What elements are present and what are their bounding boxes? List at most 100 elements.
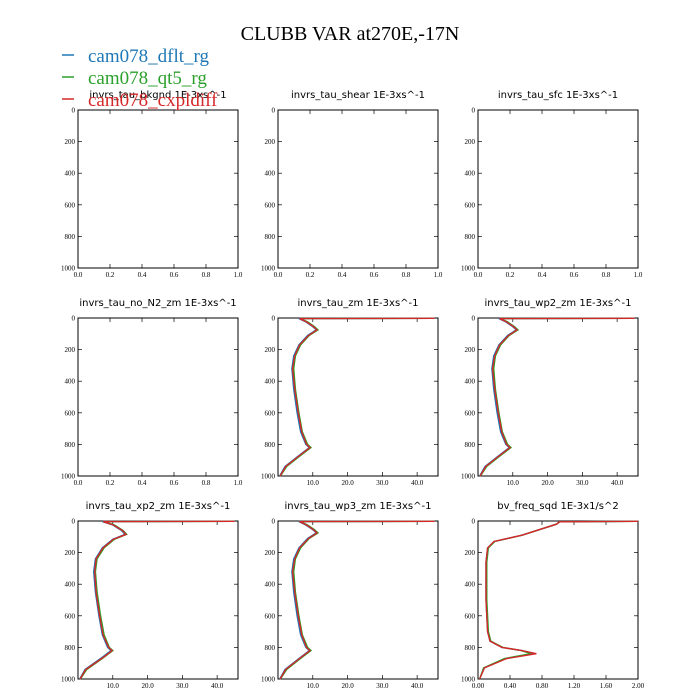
ytick-label-4-1: 200 xyxy=(265,346,276,354)
panel-frame-3 xyxy=(77,317,239,477)
xtick-label-3-1: 0.2 xyxy=(106,479,115,487)
panel-frame-6 xyxy=(77,520,239,680)
series-line-8-2 xyxy=(478,520,639,680)
ytick-label-1-0: 0 xyxy=(272,107,276,115)
xtick-label-3-0: 0.0 xyxy=(74,479,83,487)
ytick-label-0-5: 1000 xyxy=(61,265,76,273)
ytick-label-1-2: 400 xyxy=(265,170,276,178)
panel-frame-2 xyxy=(477,109,639,269)
ytick-label-6-5: 1000 xyxy=(61,676,76,684)
xtick-label-8-5: 2.00 xyxy=(632,682,645,690)
xtick-label-1-5: 1.0 xyxy=(434,271,443,279)
panel-frame-1 xyxy=(277,109,439,269)
ytick-label-7-2: 400 xyxy=(265,581,276,589)
ytick-label-2-2: 400 xyxy=(465,170,476,178)
xtick-label-7-0: 10.0 xyxy=(307,682,320,690)
ytick-label-7-1: 200 xyxy=(265,549,276,557)
legend-label-2: cam078_cxpldiff xyxy=(88,90,218,111)
panel-8: bv_freq_sqd 1E-3x1/s^2020040060080010000… xyxy=(461,501,645,690)
ytick-label-5-2: 400 xyxy=(465,378,476,386)
xtick-label-1-3: 0.6 xyxy=(370,271,379,279)
ytick-label-4-2: 400 xyxy=(265,378,276,386)
xtick-label-5-1: 20.0 xyxy=(541,479,554,487)
ytick-label-3-1: 200 xyxy=(65,346,76,354)
ytick-label-6-0: 0 xyxy=(72,518,76,526)
panel-0: invrs_tau_bkgnd 1E-3xs^-1 0 200 400 600 800 10… xyxy=(61,90,243,279)
xtick-label-6-0: 10.0 xyxy=(107,682,120,690)
ytick-label-7-3: 600 xyxy=(265,612,276,620)
xtick-label-0-2: 0.4 xyxy=(138,271,147,279)
panel-title-4: invrs_tau_zm 1E-3xs^-1 xyxy=(297,298,418,309)
ytick-label-2-4: 800 xyxy=(465,233,476,241)
series-line-8-0 xyxy=(478,520,639,680)
panel-4: invrs_tau_zm 1E-3xs^-1 0 200 400 600 800 1000 1… xyxy=(261,298,439,487)
xtick-label-3-5: 1.0 xyxy=(234,479,243,487)
panel-title-5: invrs_tau_wp2_zm 1E-3xs^-1 xyxy=(485,298,632,309)
panel-title-1: invrs_tau_shear 1E-3xs^-1 xyxy=(291,90,425,101)
ytick-label-0-4: 800 xyxy=(65,233,76,241)
ytick-label-8-1: 200 xyxy=(465,549,476,557)
panel-grid: invrs_tau_bkgnd 1E-3xs^-1 0 200 400 600 800 10… xyxy=(61,90,645,690)
legend-entry-1: cam078_qt5_rg xyxy=(62,68,207,89)
ytick-label-6-3: 600 xyxy=(65,612,76,620)
ytick-label-5-1: 200 xyxy=(465,346,476,354)
xtick-label-2-5: 1.0 xyxy=(634,271,643,279)
xtick-label-2-4: 0.8 xyxy=(602,271,611,279)
ytick-label-3-2: 400 xyxy=(65,378,76,386)
ytick-label-7-4: 800 xyxy=(265,644,276,652)
xtick-label-0-5: 1.0 xyxy=(234,271,243,279)
ytick-label-4-5: 1000 xyxy=(261,473,276,481)
xtick-label-1-4: 0.8 xyxy=(402,271,411,279)
xtick-label-0-3: 0.6 xyxy=(170,271,179,279)
xtick-label-6-1: 20.0 xyxy=(141,682,154,690)
panel-title-0: invrs_tau_bkgnd 1E-3xs^-1 xyxy=(89,90,226,101)
ytick-label-0-3: 600 xyxy=(65,201,76,209)
ytick-label-6-1: 200 xyxy=(65,549,76,557)
xtick-label-3-3: 0.6 xyxy=(170,479,179,487)
panel-3: invrs_tau_no_N2_zm 1E-3xs^-10 200 400 600 80… xyxy=(61,298,243,487)
xtick-label-5-0: 10.0 xyxy=(507,479,520,487)
xtick-label-1-1: 0.2 xyxy=(306,271,315,279)
xtick-label-8-3: 1.20 xyxy=(568,682,581,690)
ytick-label-3-3: 600 xyxy=(65,409,76,417)
ytick-label-5-4: 800 xyxy=(465,441,476,449)
ytick-label-8-3: 600 xyxy=(465,612,476,620)
legend-entry-0: cam078_dflt_rg xyxy=(62,46,210,67)
xtick-label-4-1: 20.0 xyxy=(341,479,354,487)
ytick-label-6-4: 800 xyxy=(65,644,76,652)
series-line-6-1 xyxy=(79,520,235,680)
xtick-label-0-4: 0.8 xyxy=(202,271,211,279)
ytick-label-7-0: 0 xyxy=(272,518,276,526)
xtick-label-4-2: 30.0 xyxy=(376,479,389,487)
ytick-label-3-4: 800 xyxy=(65,441,76,449)
ytick-label-4-4: 800 xyxy=(265,441,276,449)
series-line-8-1 xyxy=(478,520,639,680)
xtick-label-2-1: 0.2 xyxy=(506,271,515,279)
xtick-label-5-3: 40.0 xyxy=(611,479,624,487)
panel-6: invrs_tau_xp2_zm 1E-3xs^-1 0 200 400 600 800 1… xyxy=(61,501,239,690)
xtick-label-4-3: 40.0 xyxy=(411,479,424,487)
series-line-6-0 xyxy=(79,520,235,680)
ytick-label-2-3: 600 xyxy=(465,201,476,209)
panel-title-3: invrs_tau_no_N2_zm 1E-3xs^-1 xyxy=(79,298,236,309)
panel-7: invrs_tau_wp3_zm 1E-3xs^-1 0 200 400 600 800 1… xyxy=(261,501,439,690)
panel-title-8: bv_freq_sqd 1E-3x1/s^2 xyxy=(497,501,619,512)
xtick-label-1-0: 0.0 xyxy=(274,271,283,279)
xtick-label-3-2: 0.4 xyxy=(138,479,147,487)
ytick-label-0-1: 200 xyxy=(65,138,76,146)
ytick-label-5-0: 0 xyxy=(472,315,476,323)
xtick-label-8-4: 1.60 xyxy=(600,682,613,690)
xtick-label-3-4: 0.8 xyxy=(202,479,211,487)
ytick-label-6-2: 400 xyxy=(65,581,76,589)
xtick-label-6-2: 30.0 xyxy=(176,682,189,690)
panel-2: invrs_tau_sfc 1E-3xs^-1 0 200 400 600 800 1000… xyxy=(461,90,643,279)
legend-label-1: cam078_qt5_rg xyxy=(88,68,207,89)
legend-label-0: cam078_dflt_rg xyxy=(88,46,210,67)
xtick-label-0-1: 0.2 xyxy=(106,271,115,279)
xtick-label-0-0: 0.0 xyxy=(74,271,83,279)
xtick-label-7-1: 20.0 xyxy=(341,682,354,690)
panel-5: invrs_tau_wp2_zm 1E-3xs^-1 0 200 400 600 800 1… xyxy=(461,298,639,487)
ytick-label-8-2: 400 xyxy=(465,581,476,589)
legend-entry-2: cam078_cxpldiff xyxy=(62,90,218,111)
panel-frame-8 xyxy=(477,520,639,680)
